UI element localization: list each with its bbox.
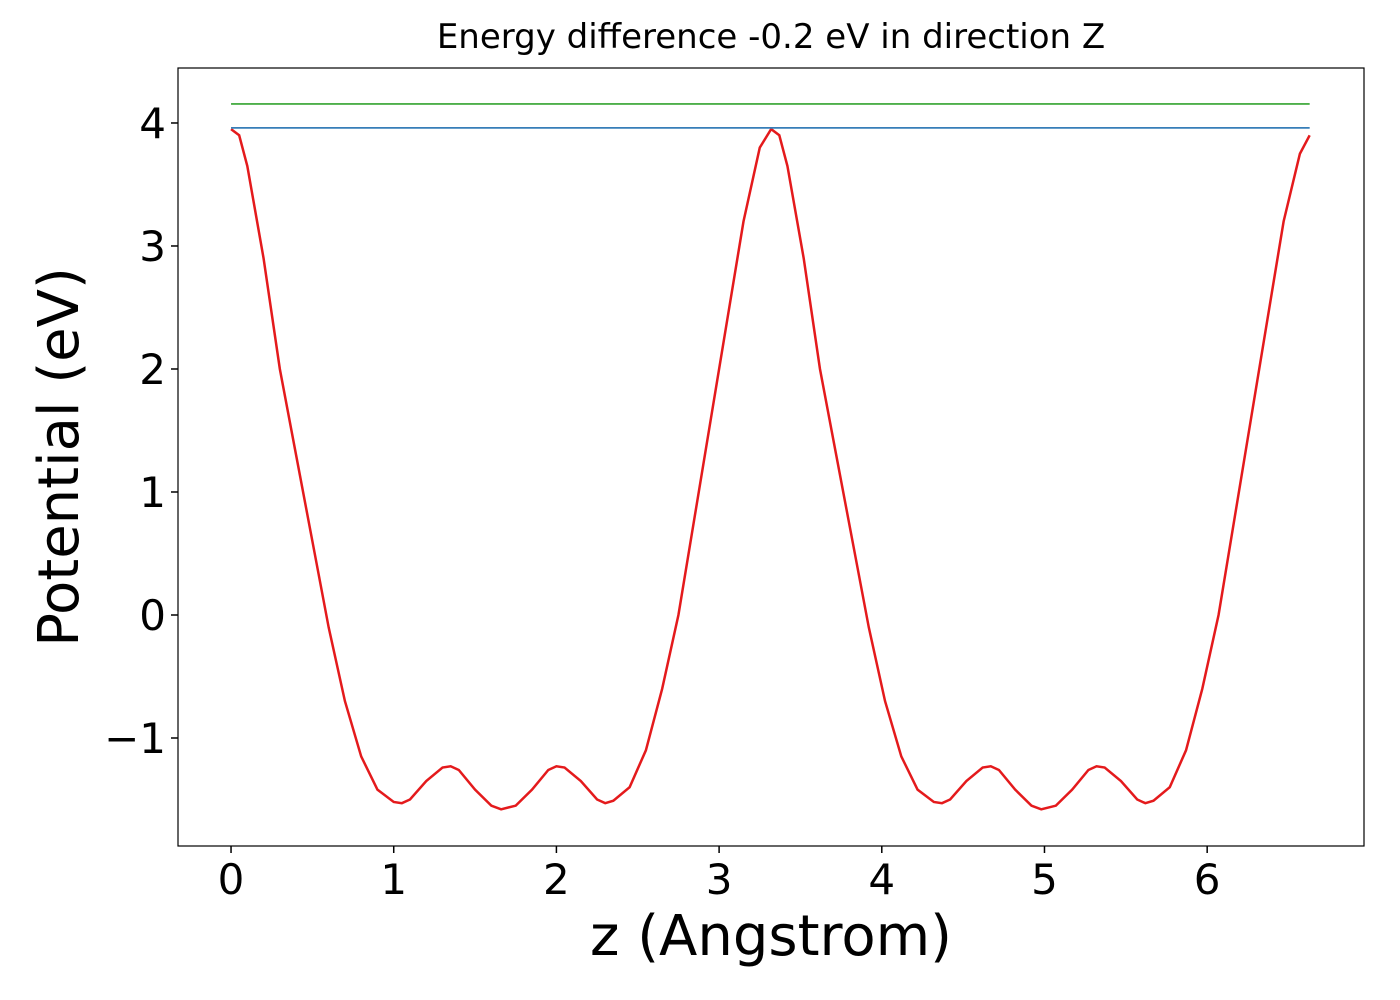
x-tick-label: 1 xyxy=(380,855,407,904)
chart-title: Energy difference -0.2 eV in direction Z xyxy=(437,17,1105,57)
y-axis-label: Potential (eV) xyxy=(27,267,92,647)
y-tick-label: 3 xyxy=(139,222,166,271)
x-tick-label: 3 xyxy=(706,855,733,904)
plot-frame xyxy=(177,67,1365,847)
y-tick-label: 0 xyxy=(139,591,166,640)
x-tick-label: 2 xyxy=(543,855,570,904)
x-tick-label: 5 xyxy=(1031,855,1058,904)
x-tick-label: 4 xyxy=(868,855,895,904)
y-tick-label: −1 xyxy=(104,714,166,763)
y-tick-label: 1 xyxy=(139,468,166,517)
y-tick-label: 2 xyxy=(139,345,166,394)
y-tick-label: 4 xyxy=(139,99,166,148)
x-tick-label: 6 xyxy=(1194,855,1221,904)
x-axis-label: z (Angstrom) xyxy=(590,904,952,969)
x-tick-label: 0 xyxy=(218,855,245,904)
line-series xyxy=(230,127,1311,811)
